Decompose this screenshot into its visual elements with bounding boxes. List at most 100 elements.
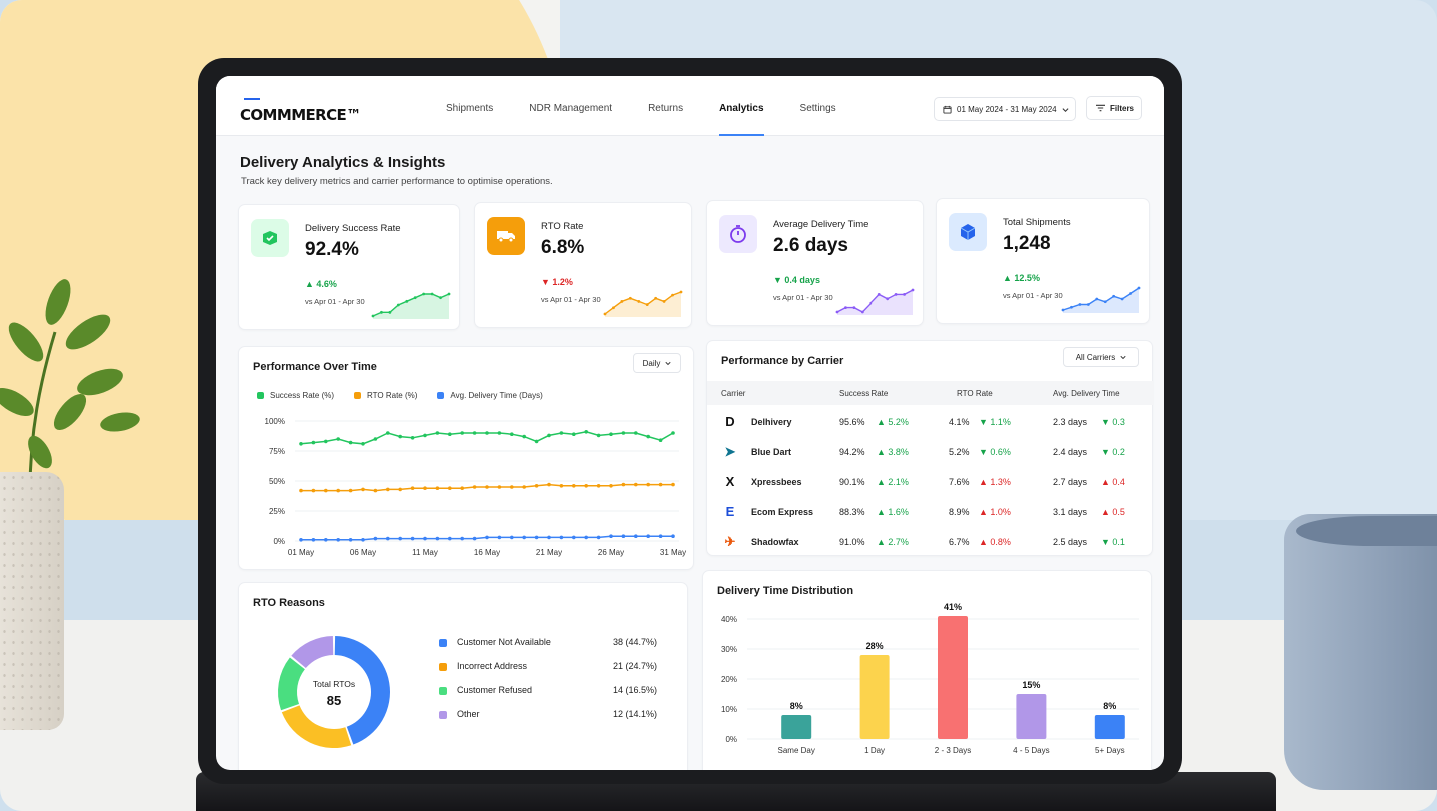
bar <box>938 616 968 739</box>
sparkline-point <box>612 306 615 310</box>
data-point <box>348 538 353 542</box>
x-tick-label: 21 May <box>536 548 562 557</box>
data-point <box>373 488 378 493</box>
sparkline-line <box>372 293 450 317</box>
kpi-delta: ▼ 1.2% <box>541 277 573 287</box>
time-delta: ▲ 0.5 <box>1101 507 1125 517</box>
nav-shipments[interactable]: Shipments <box>446 103 494 114</box>
nav-returns[interactable]: Returns <box>648 103 684 114</box>
success-delta: ▲ 5.2% <box>877 417 909 427</box>
success-rate: 95.6% <box>839 417 865 427</box>
column-header: Avg. Delivery Time <box>1053 389 1120 398</box>
kpi-compare-period: vs Apr 01 - Apr 30 <box>773 293 833 302</box>
data-point <box>559 484 564 488</box>
data-point <box>621 431 626 435</box>
kpi-value: 2.6 days <box>773 235 848 256</box>
sparkline <box>835 288 915 315</box>
legend-item: RTO Rate (%) <box>354 391 417 400</box>
carrier-filter-dropdown[interactable]: All Carriers <box>1063 347 1139 367</box>
data-point <box>497 431 502 435</box>
carrier-row[interactable]: ✈ Shadowfax 91.0% ▲ 2.7% 6.7% ▲ 0.8% 2.5 days ▼… <box>707 527 1154 557</box>
data-point <box>398 487 402 492</box>
data-point <box>534 535 539 540</box>
success-rate: 88.3% <box>839 507 865 517</box>
x-category-label: 4 - 5 Days <box>1013 746 1049 755</box>
carrier-name: Ecom Express <box>751 507 814 517</box>
bar-value-label: 41% <box>944 602 962 612</box>
brand-logo[interactable]: COMMMERCE™ <box>240 106 361 124</box>
data-point <box>398 434 402 439</box>
kpi-value: 92.4% <box>305 239 359 260</box>
data-point <box>423 536 427 541</box>
kpi-delta: ▼ 0.4 days <box>773 275 820 285</box>
date-range-picker[interactable]: 01 May 2024 - 31 May 2024 <box>934 97 1076 121</box>
data-point <box>348 488 353 493</box>
legend-item: Avg. Delivery Time (Days) <box>437 391 543 400</box>
donut-slice[interactable] <box>291 636 334 669</box>
data-point <box>311 488 316 493</box>
y-tick-label: 40% <box>721 615 737 624</box>
data-point <box>621 482 626 487</box>
nav-settings[interactable]: Settings <box>799 103 836 114</box>
data-point <box>510 485 514 489</box>
sparkline-point <box>447 292 451 296</box>
delivery-distribution-bar-chart: 40% 30% 20% 10% 0% 8% Same Day 28% 1 Day 41% 2 - 3… <box>721 602 1139 755</box>
time-delta: ▲ 0.4 <box>1101 477 1125 487</box>
sparkline-point <box>1103 300 1107 304</box>
kpi-label: RTO Rate <box>541 221 584 232</box>
card-title: RTO Reasons <box>253 597 325 609</box>
data-point <box>348 440 353 445</box>
data-point <box>572 535 576 540</box>
kpi-card-total-shipments[interactable]: Total Shipments 1,248 ▲ 12.5% vs Apr 01 … <box>936 198 1150 324</box>
carrier-performance-card: Performance by Carrier All Carriers Carr… <box>706 340 1154 557</box>
data-point <box>386 536 390 541</box>
donut-slice[interactable] <box>334 636 390 745</box>
donut-slice[interactable] <box>278 657 305 711</box>
avg-delivery-time: 2.4 days <box>1053 447 1088 457</box>
sparkline-point <box>1095 297 1099 301</box>
carrier-logo-icon: ✈ <box>724 534 736 549</box>
carrier-row[interactable]: E Ecom Express 88.3% ▲ 1.6% 8.9% ▲ 1.0% 3.1 da… <box>707 497 1154 527</box>
sparkline-point <box>835 310 839 314</box>
y-tick-label: 100% <box>265 417 285 426</box>
kpi-card-success-rate[interactable]: Delivery Success Rate 92.4% ▲ 4.6% vs Ap… <box>238 204 460 330</box>
data-point <box>547 433 551 438</box>
carrier-row[interactable]: X Xpressbees 90.1% ▲ 2.1% 7.6% ▲ 1.3% 2.7 days… <box>707 467 1154 497</box>
data-point <box>361 442 365 446</box>
mug <box>1284 514 1437 790</box>
chart-legend: Success Rate (%) RTO Rate (%) Avg. Deliv… <box>257 391 543 400</box>
bar-value-label: 15% <box>1022 680 1040 690</box>
carrier-row[interactable]: ➤ Blue Dart 94.2% ▲ 3.8% 5.2% ▼ 0.6% 2.4 days ▼… <box>707 437 1154 467</box>
y-tick-label: 0% <box>725 735 737 744</box>
sparkline-point <box>637 300 641 303</box>
data-point <box>361 538 365 542</box>
sparkline-point <box>430 292 434 296</box>
sparkline-point <box>852 306 856 309</box>
sparkline <box>603 290 683 317</box>
filters-label: Filters <box>1110 103 1135 113</box>
carrier-row[interactable]: D Delhivery 95.6% ▲ 5.2% 4.1% ▼ 1.1% 2.3 days ▼… <box>707 407 1154 437</box>
kpi-card-avg-delivery-time[interactable]: Average Delivery Time 2.6 days ▼ 0.4 day… <box>706 200 924 326</box>
data-point <box>497 485 502 489</box>
data-point <box>658 534 663 538</box>
bar-value-label: 8% <box>1103 701 1116 711</box>
data-point <box>423 486 427 490</box>
x-tick-label: 26 May <box>598 548 624 557</box>
x-category-label: 5+ Days <box>1095 746 1125 755</box>
x-category-label: Same Day <box>778 746 815 755</box>
rto-rate: 5.2% <box>949 447 970 457</box>
kpi-card-rto-rate[interactable]: RTO Rate 6.8% ▼ 1.2% vs Apr 01 - Apr 30 <box>474 202 692 328</box>
time-delta: ▼ 0.3 <box>1101 417 1125 427</box>
kpi-value: 6.8% <box>541 237 585 258</box>
data-point <box>547 535 551 540</box>
donut-slice[interactable] <box>281 705 352 748</box>
filter-lines-icon <box>1096 104 1105 112</box>
period-dropdown[interactable]: Daily <box>633 353 681 373</box>
mug-rim <box>1296 516 1437 546</box>
sparkline-point <box>380 310 383 314</box>
nav-analytics[interactable]: Analytics <box>701 76 781 136</box>
nav-ndr-management[interactable]: NDR Management <box>529 103 613 114</box>
filters-button[interactable]: Filters <box>1086 96 1142 120</box>
data-point <box>609 484 613 488</box>
y-tick-label: 10% <box>721 705 737 714</box>
